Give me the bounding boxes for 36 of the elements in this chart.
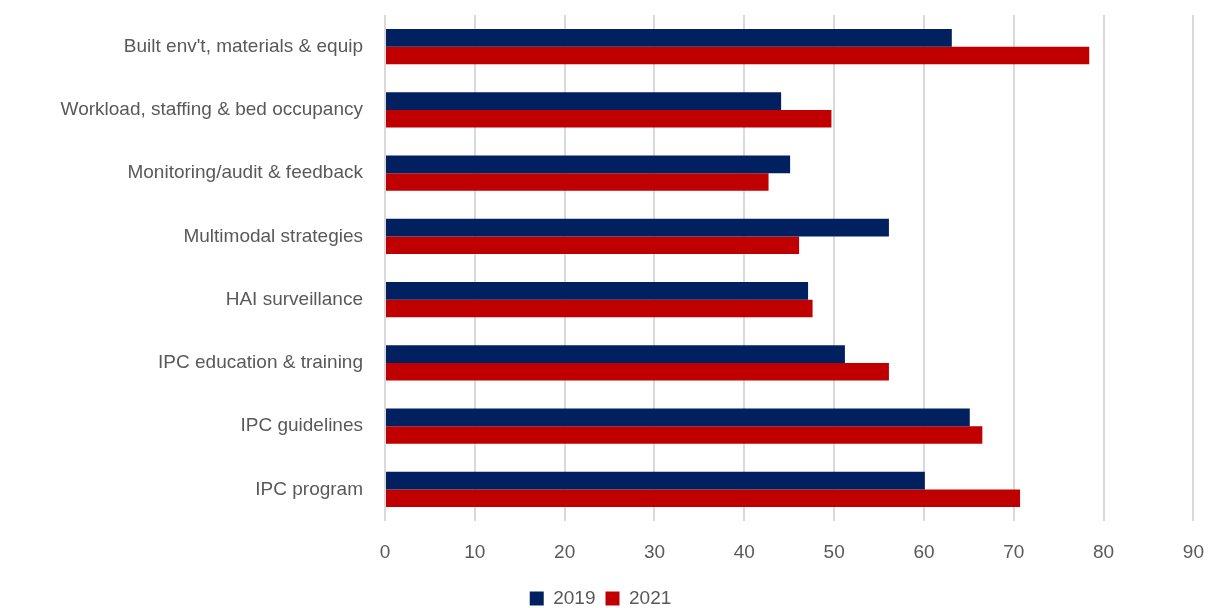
bar xyxy=(386,471,925,490)
x-tick-label: 30 xyxy=(643,540,666,562)
x-tick-label: 70 xyxy=(1003,540,1025,562)
y-tick-label: IPC guidelines xyxy=(240,414,363,436)
bar xyxy=(386,362,889,381)
bar xyxy=(386,408,970,427)
x-tick-label: 80 xyxy=(1093,540,1115,562)
bar xyxy=(386,92,782,110)
bar xyxy=(386,46,1090,65)
bar xyxy=(386,299,813,318)
y-tick-label: HAI surveillance xyxy=(225,287,363,309)
y-tick-label: IPC program xyxy=(255,477,363,499)
y-tick-label: Built env't, materials & equip xyxy=(123,34,363,56)
y-tick-label: IPC education & training xyxy=(158,351,363,373)
bar xyxy=(386,281,809,300)
y-tick-label: Workload, staffing & bed occupancy xyxy=(60,98,364,120)
bar xyxy=(386,345,845,363)
x-tick-label: 60 xyxy=(913,540,935,562)
x-tick-label: 10 xyxy=(464,540,486,562)
bar xyxy=(386,426,983,444)
bar xyxy=(386,109,832,128)
y-tick-label: Multimodal strategies xyxy=(183,224,363,246)
x-tick-label: 90 xyxy=(1182,540,1204,562)
bar xyxy=(386,173,769,191)
legend-label: 2021 xyxy=(629,586,672,608)
x-tick-label: 0 xyxy=(379,540,391,562)
x-tick-label: 40 xyxy=(733,540,755,562)
bar xyxy=(386,236,800,255)
bar xyxy=(386,28,952,47)
bar xyxy=(386,218,889,237)
bar xyxy=(386,155,791,174)
x-tick-label: 50 xyxy=(823,540,845,562)
x-tick-label: 20 xyxy=(554,540,576,562)
y-tick-label: Monitoring/audit & feedback xyxy=(127,161,364,183)
bar xyxy=(386,489,1021,508)
legend-label: 2019 xyxy=(553,586,596,608)
